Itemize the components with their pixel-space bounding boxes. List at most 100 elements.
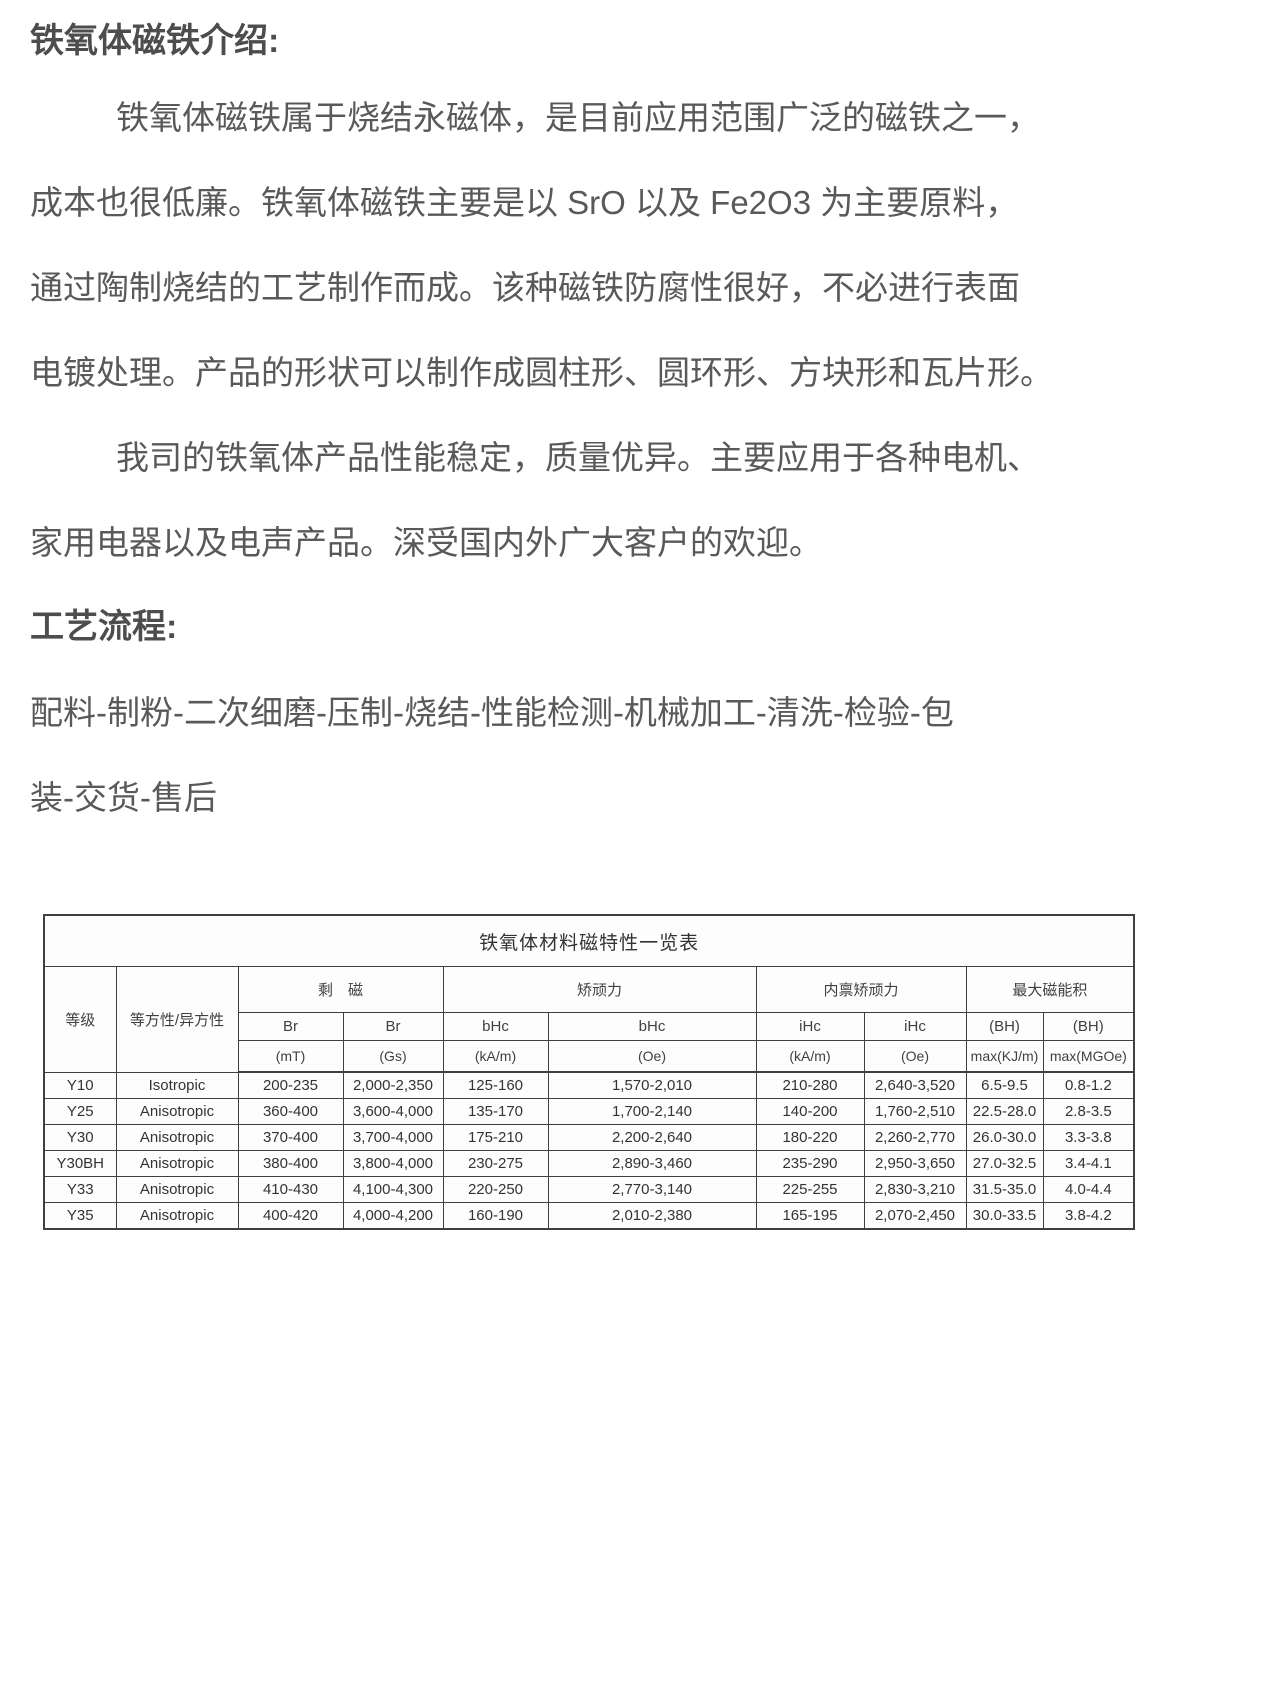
paragraph-line: 装-交货-售后 <box>30 779 217 816</box>
table-cell: 3,800-4,000 <box>342 1150 444 1177</box>
table-unit-header-row: (mT) (Gs) (kA/m) (Oe) (kA/m) (Oe) max(KJ… <box>44 1040 1135 1073</box>
table-cell: 26.0-30.0 <box>965 1124 1044 1151</box>
table-cell: 210-280 <box>755 1071 865 1099</box>
magnetic-properties-table: 铁氧体材料磁特性一览表 等级 等方性/异方性 剩 磁 矫顽力 内禀矫顽力 最大磁… <box>43 914 1136 1230</box>
table-cell: Anisotropic <box>115 1098 239 1125</box>
table-cell: 135-170 <box>442 1098 549 1125</box>
br-mt-unit-header: (mT) <box>237 1040 344 1073</box>
br-gs-symbol-header: Br <box>342 1012 444 1041</box>
table-cell: 400-420 <box>237 1202 344 1230</box>
table-cell: 140-200 <box>755 1098 865 1125</box>
table-cell: 125-160 <box>442 1071 549 1099</box>
process-paragraph: 配料-制粉-二次细磨-压制-烧结-性能检测-机械加工-清洗-检验-包 装-交货-售… <box>30 670 1157 840</box>
table-cell: 31.5-35.0 <box>965 1176 1044 1203</box>
paragraph-line: 通过陶制烧结的工艺制作而成。该种磁铁防腐性很好，不必进行表面 <box>30 269 1020 306</box>
remanence-group-header: 剩 磁 <box>237 966 444 1013</box>
table-body: Y10 Isotropic 200-235 2,000-2,350 125-160 1,5… <box>43 1071 1135 1230</box>
table-cell: 2.8-3.5 <box>1042 1098 1135 1125</box>
table-cell: 2,000-2,350 <box>342 1071 444 1099</box>
bh-kjm-symbol-header: (BH) <box>965 1012 1044 1041</box>
bhc-kam-symbol-header: bHc <box>442 1012 549 1041</box>
table-cell: 2,010-2,380 <box>547 1202 757 1230</box>
document-page: 铁氧体磁铁介绍: 铁氧体磁铁属于烧结永磁体，是目前应用范围广泛的磁铁之一， 成本也… <box>30 22 1157 1230</box>
table-cell: 2,640-3,520 <box>863 1071 967 1099</box>
table-cell: 380-400 <box>237 1150 344 1177</box>
table-cell: 30.0-33.5 <box>965 1202 1044 1230</box>
table-cell: 2,200-2,640 <box>547 1124 757 1151</box>
table-cell: Isotropic <box>115 1071 239 1099</box>
table-cell: 225-255 <box>755 1176 865 1203</box>
isotropy-column-header: 等方性/异方性 <box>115 966 239 1073</box>
table-cell: 3.8-4.2 <box>1042 1202 1135 1230</box>
table-cell: 2,830-3,210 <box>863 1176 967 1203</box>
table-cell: 165-195 <box>755 1202 865 1230</box>
paragraph-line: 铁氧体磁铁属于烧结永磁体，是目前应用范围广泛的磁铁之一， <box>116 99 1040 136</box>
table-row: Y30BH Anisotropic 380-400 3,800-4,000 230-27… <box>43 1150 1135 1177</box>
table-cell: 6.5-9.5 <box>965 1071 1044 1099</box>
ihc-oe-unit-header: (Oe) <box>863 1040 967 1073</box>
table-group-header-row: 等级 等方性/异方性 剩 磁 矫顽力 内禀矫顽力 最大磁能积 <box>43 966 1135 1073</box>
ihc-kam-symbol-header: iHc <box>755 1012 865 1041</box>
ihc-kam-unit-header: (kA/m) <box>755 1040 865 1073</box>
grade-cell: Y25 <box>43 1098 117 1125</box>
br-gs-unit-header: (Gs) <box>342 1040 444 1073</box>
paragraph-line: 配料-制粉-二次细磨-压制-烧结-性能检测-机械加工-清洗-检验-包 <box>30 694 954 731</box>
paragraph-line: 家用电器以及电声产品。深受国内外广大客户的欢迎。 <box>30 524 822 561</box>
coercivity-group-header: 矫顽力 <box>442 966 757 1013</box>
table-cell: 4,000-4,200 <box>342 1202 444 1230</box>
table-row: Y30 Anisotropic 370-400 3,700-4,000 175-210 2… <box>43 1124 1135 1151</box>
intro-paragraph: 铁氧体磁铁属于烧结永磁体，是目前应用范围广泛的磁铁之一， 成本也很低廉。铁氧体磁铁… <box>30 75 1157 585</box>
table-cell: 200-235 <box>237 1071 344 1099</box>
process-heading: 工艺流程: <box>30 608 178 646</box>
table-cell: 2,950-3,650 <box>863 1150 967 1177</box>
br-mt-symbol-header: Br <box>237 1012 344 1041</box>
table-cell: 0.8-1.2 <box>1042 1071 1135 1099</box>
grade-cell: Y10 <box>43 1071 117 1099</box>
table-cell: 370-400 <box>237 1124 344 1151</box>
table-cell: 220-250 <box>442 1176 549 1203</box>
table-cell: 410-430 <box>237 1176 344 1203</box>
table-title: 铁氧体材料磁特性一览表 <box>43 914 1135 967</box>
table-cell: 2,890-3,460 <box>547 1150 757 1177</box>
intro-heading: 铁氧体磁铁介绍: <box>30 22 280 60</box>
table-cell: Anisotropic <box>115 1150 239 1177</box>
bh-mgoe-symbol-header: (BH) <box>1042 1012 1135 1041</box>
bhc-kam-unit-header: (kA/m) <box>442 1040 549 1073</box>
table-cell: 175-210 <box>442 1124 549 1151</box>
table-cell: 230-275 <box>442 1150 549 1177</box>
table-cell: 4,100-4,300 <box>342 1176 444 1203</box>
table-cell: 2,260-2,770 <box>863 1124 967 1151</box>
grade-cell: Y30 <box>43 1124 117 1151</box>
table-cell: 22.5-28.0 <box>965 1098 1044 1125</box>
table-cell: 4.0-4.4 <box>1042 1176 1135 1203</box>
table-cell: 3.3-3.8 <box>1042 1124 1135 1151</box>
table-title-row: 铁氧体材料磁特性一览表 <box>43 914 1135 967</box>
paragraph-line: 成本也很低廉。铁氧体磁铁主要是以 SrO 以及 Fe2O3 为主要原料， <box>30 184 1019 221</box>
table-row: Y35 Anisotropic 400-420 4,000-4,200 160-190 2… <box>43 1202 1135 1230</box>
table-cell: 3,600-4,000 <box>342 1098 444 1125</box>
table-cell: 2,070-2,450 <box>863 1202 967 1230</box>
bh-mgoe-unit-header: max(MGOe) <box>1042 1040 1135 1073</box>
table-cell: 3,700-4,000 <box>342 1124 444 1151</box>
table-row: Y33 Anisotropic 410-430 4,100-4,300 220-250 2… <box>43 1176 1135 1203</box>
table-cell: 2,770-3,140 <box>547 1176 757 1203</box>
table-cell: 180-220 <box>755 1124 865 1151</box>
table-cell: Anisotropic <box>115 1202 239 1230</box>
bhc-oe-symbol-header: bHc <box>547 1012 757 1041</box>
bhc-oe-unit-header: (Oe) <box>547 1040 757 1073</box>
paragraph-line: 我司的铁氧体产品性能稳定，质量优异。主要应用于各种电机、 <box>116 439 1040 476</box>
table-cell: 360-400 <box>237 1098 344 1125</box>
table-cell: Anisotropic <box>115 1176 239 1203</box>
grade-cell: Y30BH <box>43 1150 117 1177</box>
paragraph-line: 电镀处理。产品的形状可以制作成圆柱形、圆环形、方块形和瓦片形。 <box>30 354 1053 391</box>
table-row: Y25 Anisotropic 360-400 3,600-4,000 135-170 1… <box>43 1098 1135 1125</box>
grade-cell: Y35 <box>43 1202 117 1230</box>
table-cell: 1,570-2,010 <box>547 1071 757 1099</box>
table-row: Y10 Isotropic 200-235 2,000-2,350 125-160 1,5… <box>43 1071 1135 1099</box>
intrinsic-coercivity-group-header: 内禀矫顽力 <box>755 966 967 1013</box>
table-symbol-header-row: Br Br bHc bHc iHc iHc (BH) (BH) <box>44 1012 1135 1041</box>
table-cell: 27.0-32.5 <box>965 1150 1044 1177</box>
bh-kjm-unit-header: max(KJ/m) <box>965 1040 1044 1073</box>
table-cell: 1,700-2,140 <box>547 1098 757 1125</box>
ihc-oe-symbol-header: iHc <box>863 1012 967 1041</box>
